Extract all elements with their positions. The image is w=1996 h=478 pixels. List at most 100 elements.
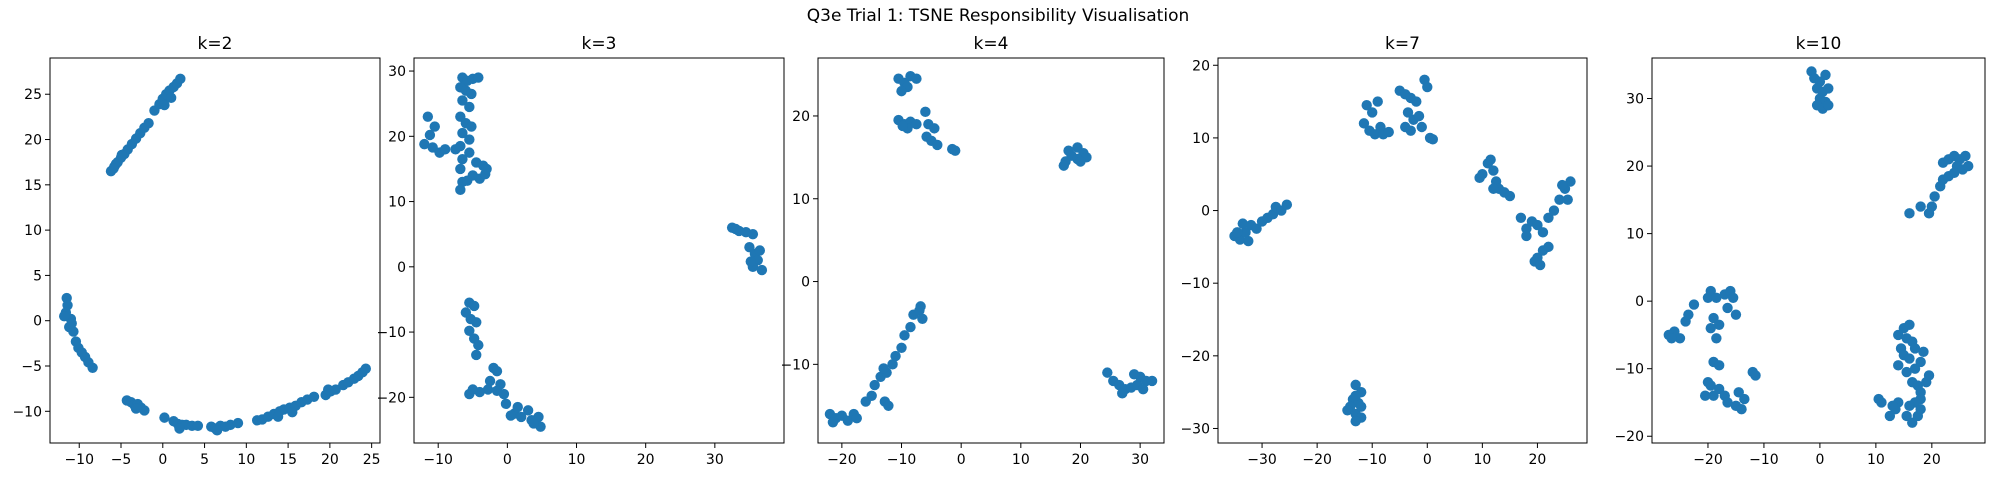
y-tick-label: 15	[24, 178, 42, 194]
data-point	[1543, 241, 1554, 253]
data-point	[159, 412, 170, 423]
subplot-title: k=10	[1796, 34, 1842, 54]
data-point	[950, 145, 961, 156]
scatter-points	[59, 73, 371, 436]
data-point	[1369, 129, 1381, 140]
data-point	[1554, 194, 1565, 205]
scatter-points	[1229, 74, 1576, 427]
data-point	[915, 301, 926, 312]
data-point	[450, 144, 461, 155]
data-point	[1402, 107, 1414, 118]
data-point	[1904, 400, 1915, 412]
data-point	[1146, 375, 1158, 387]
data-point	[308, 391, 320, 402]
data-point	[462, 175, 473, 186]
data-point	[887, 359, 898, 370]
data-point	[272, 411, 284, 422]
data-point	[1887, 400, 1898, 412]
x-tick-label: 10	[1473, 452, 1491, 468]
data-point	[1251, 223, 1262, 234]
data-point	[468, 300, 480, 312]
x-tick-label: 0	[1815, 452, 1824, 468]
data-point	[1823, 100, 1834, 111]
data-point	[528, 418, 539, 429]
data-point	[1521, 223, 1532, 234]
y-tick-label: −20	[1614, 429, 1644, 445]
data-point	[466, 121, 477, 132]
data-point	[1750, 370, 1761, 381]
x-tick-label: 0	[503, 452, 512, 468]
y-tick-label: −20	[376, 390, 406, 406]
x-tick-label: 25	[363, 452, 381, 468]
data-point	[1823, 83, 1834, 94]
data-point	[66, 318, 77, 329]
data-point	[1355, 401, 1367, 412]
y-tick-label: 0	[801, 275, 810, 291]
data-point	[116, 149, 128, 161]
x-tick-label: 10	[1012, 452, 1030, 468]
data-point	[883, 400, 894, 411]
data-point	[455, 184, 466, 196]
y-tick-label: −10	[1180, 276, 1210, 292]
x-tick-label: 20	[637, 452, 655, 468]
data-point	[1963, 160, 1974, 172]
data-point	[87, 362, 98, 374]
data-point	[473, 72, 484, 83]
data-point	[1367, 107, 1378, 118]
data-point	[1488, 165, 1499, 176]
data-point	[896, 85, 907, 97]
data-point	[1361, 100, 1372, 111]
data-point	[1705, 322, 1716, 334]
data-point	[1521, 230, 1532, 242]
data-point	[471, 157, 482, 168]
subplot-title: k=7	[1385, 34, 1420, 54]
x-tick-label: −10	[423, 452, 453, 468]
x-tick-label: 10	[1867, 452, 1885, 468]
y-tick-label: 20	[1626, 159, 1644, 175]
x-tick-label: 10	[237, 452, 255, 468]
data-point	[1722, 397, 1733, 408]
data-point	[1915, 404, 1926, 415]
data-point	[1699, 390, 1711, 401]
data-point	[211, 425, 223, 436]
data-point	[1904, 353, 1915, 364]
data-point	[422, 111, 434, 122]
data-point	[920, 106, 931, 118]
data-point	[360, 363, 371, 374]
data-point	[175, 73, 186, 85]
data-point	[1705, 380, 1716, 391]
data-point	[1565, 176, 1576, 187]
data-point	[1350, 379, 1361, 391]
data-point	[1666, 333, 1677, 344]
data-point	[1411, 96, 1422, 107]
data-point	[1063, 145, 1074, 156]
data-point	[754, 245, 765, 256]
data-point	[890, 350, 901, 362]
data-point	[1915, 201, 1926, 212]
data-point	[287, 407, 298, 418]
data-point	[1960, 150, 1971, 162]
data-point	[1711, 292, 1722, 303]
y-tick-label: −30	[1180, 421, 1210, 437]
y-tick-label: 20	[792, 109, 810, 125]
data-point	[108, 163, 119, 174]
data-point	[68, 326, 79, 337]
data-point	[1674, 333, 1686, 344]
x-tick-label: −20	[827, 452, 857, 468]
y-tick-label: 25	[24, 87, 42, 103]
data-point	[1058, 160, 1069, 171]
x-tick-label: −10	[887, 452, 917, 468]
data-point	[1904, 208, 1915, 219]
scatter-points	[824, 71, 1158, 428]
data-point	[424, 129, 436, 141]
data-point	[1102, 367, 1113, 378]
data-point	[878, 363, 889, 374]
data-point	[165, 92, 177, 104]
y-tick-label: 0	[1635, 294, 1644, 310]
data-point	[471, 349, 482, 361]
data-point	[464, 134, 475, 145]
data-point	[1515, 212, 1527, 224]
data-point	[866, 390, 877, 402]
data-point	[756, 264, 768, 276]
data-point	[1485, 154, 1496, 165]
